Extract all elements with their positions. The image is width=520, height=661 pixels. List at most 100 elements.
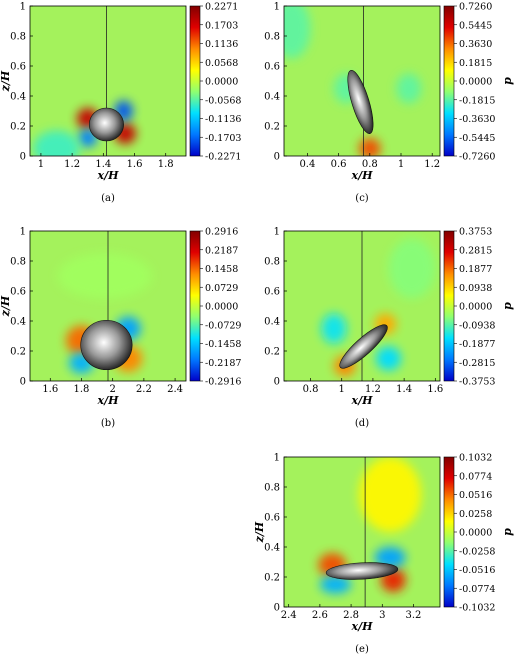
colorbar-tick-label: -0.0516 [459,565,495,576]
colorbar-tick-label: -0.3753 [459,377,495,388]
panel-caption: (c) [355,193,369,204]
colorbar-tick-label: 0.0000 [459,302,492,313]
y-tick-label: 0.6 [264,62,280,73]
y-tick-label: 1 [274,2,280,13]
panel-caption: (e) [355,644,369,655]
y-tick-label: 0.6 [264,287,280,298]
pressure-blob [396,73,422,104]
colorbar-tick-label: -0.2187 [205,358,241,369]
panel-e: 2.4 2.6 2.8 3 3.2 0 0.2 0.4 0.6 0.8 1 x/H z/H 0.1032 0… [253,453,514,656]
colorbar-tick-label: 0.1877 [459,264,492,275]
y-tick-label: 0.8 [264,32,280,43]
y-tick-label: 1 [20,2,26,13]
x-tick-label: 1.8 [158,159,174,170]
x-axis-label: x/H [351,169,374,182]
colorbar-tick-label: 0.7260 [459,2,492,13]
x-tick-label: 2.8 [343,610,359,621]
colorbar-tick-label: -0.1458 [205,339,241,350]
x-tick-label: 2.2 [136,384,152,395]
colorbar-tick-label: -0.1032 [459,603,495,614]
colorbar-tick-label: -0.5445 [459,133,495,144]
y-tick-label: 1 [274,227,280,238]
colorbar-label: p [501,77,514,85]
pressure-field [30,6,186,156]
y-tick-label: 0.4 [10,317,26,328]
x-tick-label: 1.6 [427,384,443,395]
y-tick-label: 0.6 [10,62,26,73]
colorbar-tick-label: 0.2187 [205,245,238,256]
x-tick-label: 3.2 [406,610,422,621]
pressure-field [284,457,440,607]
panel-caption: (b) [101,418,115,429]
y-tick-label: 0.8 [10,32,26,43]
pressure-blob [58,253,152,299]
colorbar-tick-label: -0.2815 [459,358,495,369]
colorbar-tick-label: 0.0258 [459,509,492,520]
plot-frame [283,230,441,382]
colorbar-tick-label: 0.0516 [459,490,492,501]
panel-a: 1 1.2 1.4 1.6 1.8 0 0.2 0.4 0.6 0.8 1 x/H z/H 0.2271 0… [0,2,241,205]
pressure-field [284,6,440,156]
colorbar [443,456,455,608]
colorbar-label: p [501,302,514,310]
x-tick-label: 1.6 [42,384,58,395]
colorbar-tick-label: -0.7260 [459,152,495,163]
y-tick-label: 0.4 [264,317,280,328]
y-axis-label: z/H [253,521,266,543]
colorbar [189,230,201,382]
y-tick-label: 0 [274,377,280,388]
y-tick-label: 0 [20,377,26,388]
colorbar-tick-label: 0.2271 [205,2,238,13]
y-tick-label: 1 [20,227,26,238]
particle [88,107,124,142]
colorbar-tick-label: 0.1032 [459,453,492,464]
x-axis-label: x/H [97,394,120,407]
particle [339,324,388,369]
x-axis-label: x/H [97,169,120,182]
y-tick-label: 0.8 [264,257,280,268]
colorbar-tick-label: -0.1815 [459,95,495,106]
panel-d: 0.8 1 1.2 1.4 1.6 0 0.2 0.4 0.6 0.8 1 x/H 0.3753 0.28… [264,227,514,430]
x-tick-label: 0.6 [331,159,347,170]
x-tick-label: 3 [379,610,385,621]
x-tick-label: 1.6 [127,159,143,170]
x-tick-label: 1.2 [64,159,80,170]
colorbar-tick-label: 0.0774 [459,471,492,482]
x-tick-label: 2.6 [312,610,328,621]
pressure-field [30,231,186,381]
y-axis-label: z/H [0,295,12,317]
colorbar-tick-label: 0.2815 [459,245,492,256]
y-tick-label: 0.6 [264,513,280,524]
y-tick-label: 0.8 [10,257,26,268]
x-tick-label: 1.2 [365,384,381,395]
plot-frame [29,5,187,157]
particle [347,70,374,134]
colorbar-tick-label: -0.0568 [205,95,241,106]
colorbar-tick-label: -0.1877 [459,339,495,350]
plot-frame [283,5,441,157]
x-tick-label: 1 [398,159,404,170]
colorbar-tick-label: 0.0000 [205,77,238,88]
colorbar-tick-label: -0.2271 [205,152,241,163]
pressure-blob [388,238,436,299]
y-tick-label: 0 [274,152,280,163]
colorbar-tick-label: 0.0568 [205,58,238,69]
pressure-blob [358,457,422,532]
colorbar-tick-label: -0.0774 [459,584,495,595]
colorbar-tick-label: -0.2916 [205,377,241,388]
colorbar [443,230,455,382]
y-tick-label: 0.4 [264,543,280,554]
x-axis-label: x/H [351,394,374,407]
x-tick-label: 1 [38,159,44,170]
x-tick-label: 1.4 [95,159,111,170]
colorbar-tick-label: -0.3630 [459,114,495,125]
y-tick-label: 0.4 [264,92,280,103]
y-tick-label: 0 [20,152,26,163]
pressure-blob [284,6,311,59]
pressure-blob [33,130,80,156]
plot-frame [283,456,441,608]
pressure-blob [321,313,347,344]
y-tick-label: 0.2 [264,122,280,133]
x-tick-label: 2.4 [281,610,297,621]
